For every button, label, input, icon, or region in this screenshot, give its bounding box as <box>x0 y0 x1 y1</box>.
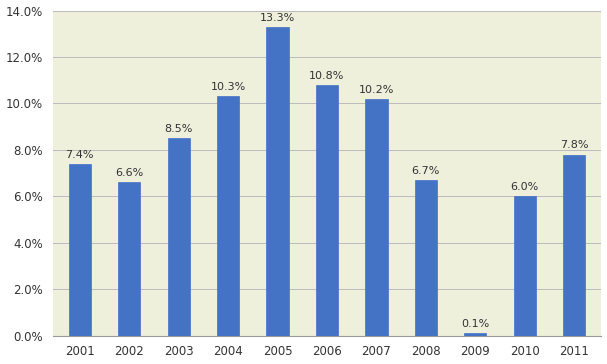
Bar <box>118 182 140 336</box>
Text: 10.2%: 10.2% <box>359 85 394 95</box>
Text: 6.0%: 6.0% <box>510 182 539 192</box>
Text: 0.1%: 0.1% <box>461 319 489 329</box>
Bar <box>69 164 91 336</box>
Text: 6.6%: 6.6% <box>115 168 143 178</box>
Text: 10.8%: 10.8% <box>310 71 345 81</box>
Bar <box>464 333 486 336</box>
Bar <box>168 138 190 336</box>
Bar <box>563 155 585 336</box>
Text: 13.3%: 13.3% <box>260 13 295 23</box>
Text: 7.4%: 7.4% <box>66 150 94 160</box>
Text: 7.8%: 7.8% <box>560 141 589 150</box>
Text: 8.5%: 8.5% <box>164 124 193 134</box>
Bar <box>266 27 289 336</box>
Bar <box>365 99 387 336</box>
Text: 10.3%: 10.3% <box>211 82 246 92</box>
Text: 6.7%: 6.7% <box>412 166 440 176</box>
Bar <box>316 85 338 336</box>
Bar <box>415 180 437 336</box>
Bar <box>514 196 536 336</box>
Bar <box>217 96 239 336</box>
